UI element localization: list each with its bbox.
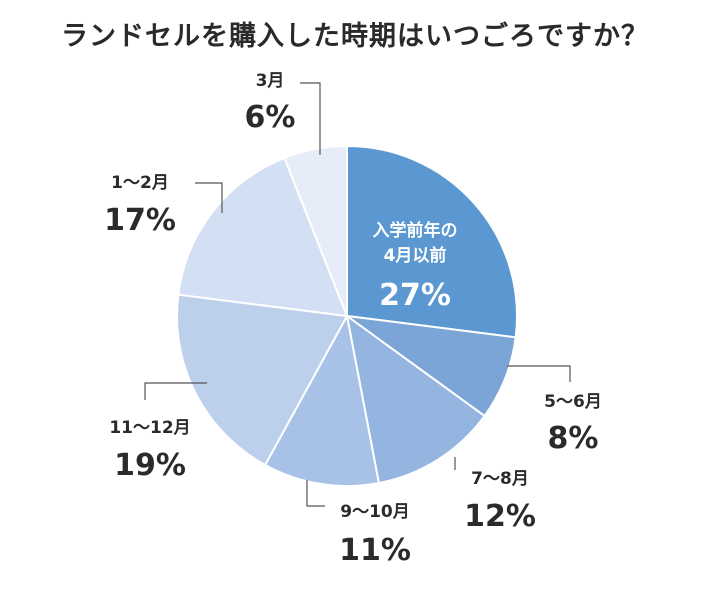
- pie-slice-6: [283, 144, 348, 317]
- slice-label-0: 入学前年の 4月以前: [373, 220, 458, 266]
- slice-label-1: 5〜6月: [544, 392, 602, 412]
- leader-line-5: [195, 182, 223, 213]
- leader-line-1: [507, 365, 571, 382]
- pie-slice-0: [346, 144, 518, 339]
- pie-slice-3: [263, 313, 381, 487]
- slice-value-2: 12%: [464, 499, 536, 534]
- leader-line-3: [306, 480, 325, 507]
- slice-value-5: 17%: [104, 203, 176, 238]
- pie-slice-5: [177, 156, 349, 318]
- slice-value-0: 27%: [379, 278, 451, 313]
- chart-title: ランドセルを購入した時期はいつごろですか？: [61, 21, 649, 52]
- leader-lines: [144, 82, 571, 507]
- pie-slice-2: [345, 313, 486, 485]
- slice-label-5: 1〜2月: [111, 173, 169, 193]
- slice-value-6: 6%: [245, 100, 296, 135]
- leader-line-4: [144, 382, 207, 400]
- slice-value-1: 8%: [548, 421, 599, 456]
- slice-label-3: 9〜10月: [340, 502, 410, 522]
- slice-value-4: 19%: [114, 448, 186, 483]
- slice-labels: 入学前年の 4月以前 27% 5〜6月 8% 7〜8月 12% 9〜10月 11% 11〜12月 1…: [104, 71, 602, 568]
- slice-value-3: 11%: [339, 533, 411, 568]
- pie-slices: [176, 144, 518, 487]
- pie-slice-4: [176, 293, 349, 467]
- slice-label-6: 3月: [256, 71, 285, 91]
- slice-label-4: 11〜12月: [109, 418, 190, 438]
- leader-line-6: [300, 82, 321, 155]
- slice-label-2: 7〜8月: [471, 469, 529, 489]
